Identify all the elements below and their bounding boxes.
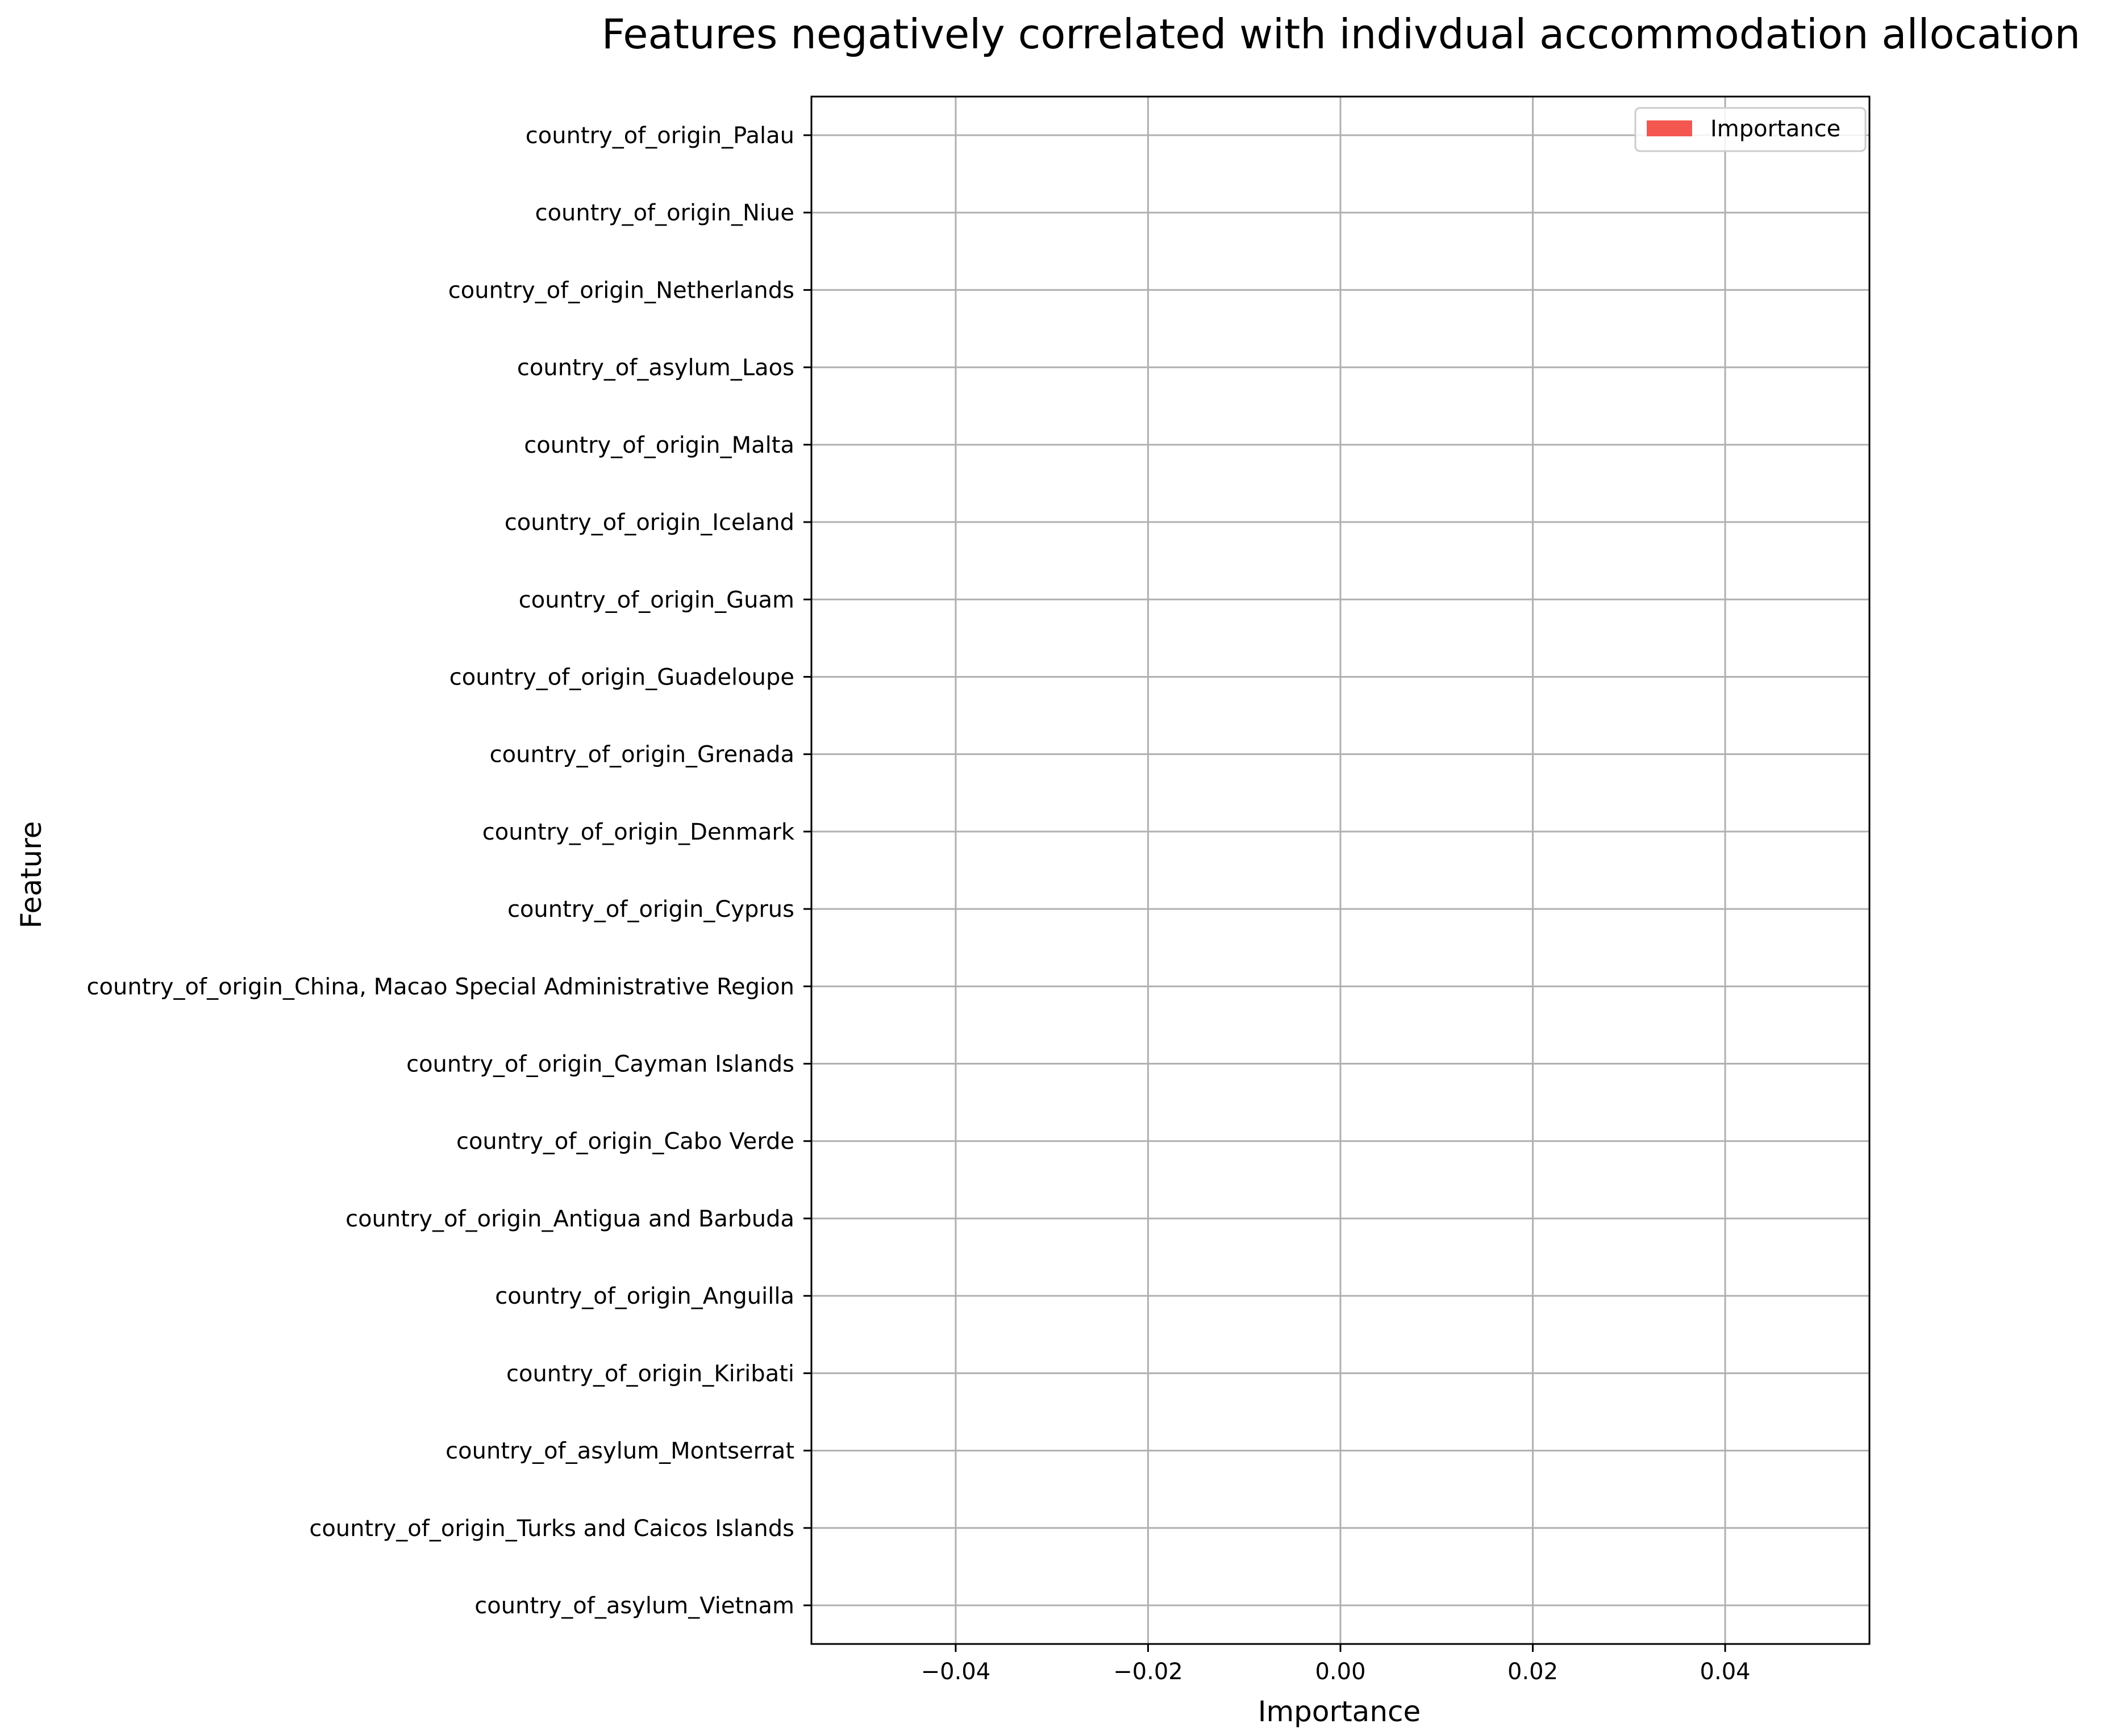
category-label: country_of_origin_Cyprus: [507, 896, 794, 923]
y-axis-ticks: country_of_origin_Palau country_of_origin…: [87, 123, 811, 1619]
category-label: country_of_origin_Antigua and Barbuda: [345, 1206, 794, 1232]
category-label: country_of_origin_Niue: [535, 200, 794, 226]
x-tick-label: 0.02: [1507, 1659, 1558, 1685]
legend-box: [1634, 107, 1867, 152]
category-label: country_of_origin_Kiribati: [506, 1361, 794, 1387]
category-label: country_of_origin_Netherlands: [448, 277, 794, 303]
category-label: country_of_origin_Palau: [526, 123, 794, 149]
category-label: country_of_origin_Cabo Verde: [456, 1129, 794, 1155]
category-label: country_of_asylum_Vietnam: [474, 1593, 794, 1619]
x-tick-label: −0.02: [1113, 1659, 1183, 1685]
category-label: country_of_asylum_Laos: [517, 355, 794, 381]
category-label: country_of_origin_Iceland: [505, 510, 794, 536]
x-tick-label: 0.00: [1315, 1659, 1365, 1685]
category-label: country_of_asylum_Montserrat: [445, 1438, 794, 1464]
category-label: country_of_origin_Cayman Islands: [406, 1051, 794, 1078]
category-label: country_of_origin_China, Macao Special A…: [87, 974, 794, 1000]
category-label: country_of_origin_Guam: [519, 587, 794, 613]
x-tick-label: 0.04: [1700, 1659, 1751, 1685]
category-label: country_of_origin_Denmark: [482, 819, 795, 845]
legend: Importance: [1634, 107, 1867, 152]
x-tick-label: −0.04: [921, 1659, 991, 1685]
category-label: country_of_origin_Grenada: [490, 742, 794, 768]
category-label: country_of_origin_Guadeloupe: [449, 664, 794, 690]
x-axis-label: Importance: [1258, 1695, 1421, 1728]
y-axis-label: Feature: [15, 821, 48, 929]
category-label: country_of_origin_Turks and Caicos Islan…: [309, 1516, 794, 1542]
x-axis-ticks: −0.04 −0.02 0.00 0.02 0.04: [921, 1644, 1751, 1685]
category-label: country_of_origin_Malta: [524, 432, 794, 458]
grid-lines: [811, 97, 1869, 1644]
chart-title: Features negatively correlated with indi…: [602, 10, 2080, 58]
legend-label: Importance: [1710, 116, 1840, 142]
category-label: country_of_origin_Anguilla: [495, 1283, 794, 1309]
legend-swatch: [1647, 120, 1692, 136]
